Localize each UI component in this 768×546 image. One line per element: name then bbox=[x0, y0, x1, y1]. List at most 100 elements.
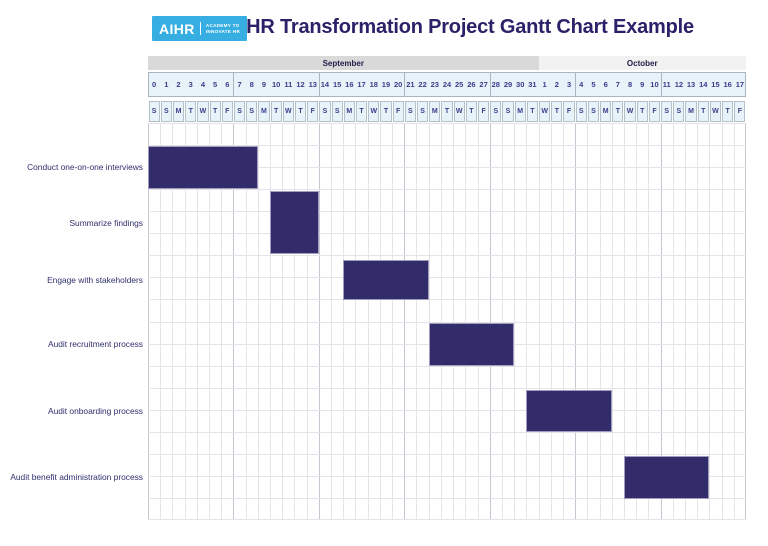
day-number-cell: 5 bbox=[213, 80, 218, 89]
grid-hline bbox=[148, 475, 746, 477]
day-number-cell: 10 bbox=[271, 80, 281, 89]
day-letter-cell: M bbox=[685, 101, 697, 122]
grid-hline bbox=[148, 255, 746, 257]
day-letter-cell: T bbox=[722, 101, 734, 122]
day-number-cell: 17 bbox=[735, 80, 745, 89]
day-letter-cell: S bbox=[416, 101, 429, 122]
day-letter-cell: T bbox=[209, 101, 221, 122]
task-bar bbox=[428, 322, 515, 366]
aihr-logo: AIHR ACADEMY TO INNOVATE HR bbox=[152, 16, 248, 41]
day-number-cell: 21 bbox=[406, 80, 415, 89]
gantt-chart: September October 0 1 2 3 4 5 6 7 8 9 10 11 12 13 14 15 1… bbox=[148, 56, 746, 520]
day-letter-cell: F bbox=[307, 101, 319, 122]
week-separator-line bbox=[318, 73, 320, 96]
day-number-cell: 31 bbox=[528, 80, 537, 89]
task-bar bbox=[526, 390, 612, 432]
day-letter-cell: W bbox=[539, 101, 551, 122]
day-number-cell: 13 bbox=[308, 80, 317, 89]
day-number-cell: 11 bbox=[662, 80, 671, 89]
day-letter-cell: S bbox=[490, 101, 502, 122]
task-bar bbox=[270, 191, 319, 254]
day-letter-cell: S bbox=[575, 101, 587, 122]
day-number-cell: 3 bbox=[566, 80, 572, 89]
grid-hline bbox=[148, 387, 746, 389]
task-bar bbox=[343, 259, 429, 300]
day-letter-cell: M bbox=[600, 101, 612, 122]
grid-hline bbox=[148, 497, 746, 499]
task-bar bbox=[148, 145, 258, 189]
logo-tagline-line1: ACADEMY TO bbox=[205, 22, 240, 28]
grid-hline bbox=[148, 453, 746, 455]
day-number-cell: 16 bbox=[723, 80, 732, 89]
day-letter-cell: W bbox=[282, 101, 294, 122]
day-number-cell: 25 bbox=[455, 80, 464, 89]
day-letter-cell: T bbox=[551, 101, 563, 122]
day-letter-cell: S bbox=[148, 101, 160, 122]
page-title: HR Transformation Project Gantt Chart Ex… bbox=[246, 16, 694, 38]
task-bar bbox=[623, 455, 710, 499]
day-number-cell: 8 bbox=[627, 80, 633, 89]
day-letter-cell: M bbox=[258, 101, 270, 122]
task-label: Engage with stakeholders bbox=[47, 274, 143, 285]
day-letter-cell: S bbox=[319, 101, 331, 122]
grid-hline bbox=[148, 409, 746, 411]
day-letter-cell: S bbox=[160, 101, 172, 122]
grid-hline bbox=[148, 211, 746, 213]
day-letter-cell: S bbox=[233, 101, 246, 122]
day-number-cell: 3 bbox=[188, 80, 193, 89]
day-letter-cell: T bbox=[185, 101, 197, 122]
week-separator-line bbox=[575, 73, 577, 96]
day-number-cell: 14 bbox=[699, 80, 708, 89]
logo-divider bbox=[199, 22, 201, 35]
day-number-cell: 6 bbox=[225, 80, 230, 89]
week-separator-line bbox=[404, 73, 406, 96]
day-letter-cell: F bbox=[221, 101, 233, 122]
day-number-cell: 4 bbox=[200, 80, 205, 89]
day-letter-cell: W bbox=[197, 101, 209, 122]
week-separator-line bbox=[233, 73, 235, 96]
day-number-cell: 1 bbox=[542, 80, 547, 89]
day-letter-cell: T bbox=[294, 101, 307, 122]
day-letter-cell: S bbox=[587, 101, 600, 122]
day-number-cell: 20 bbox=[394, 80, 403, 89]
day-letter-cell: W bbox=[624, 101, 636, 122]
task-label: Conduct one-on-one interviews bbox=[27, 162, 143, 173]
day-letter-cell: T bbox=[526, 101, 539, 122]
day-number-cell: 22 bbox=[418, 80, 427, 89]
grid-hline bbox=[148, 431, 746, 433]
day-number-row: 0 1 2 3 4 5 6 7 8 9 10 11 12 13 14 15 16 17 18 19 20 21 22 23 24… bbox=[148, 72, 746, 97]
grid-hline bbox=[148, 167, 746, 169]
day-number-cell: 7 bbox=[615, 80, 620, 89]
day-number-cell: 12 bbox=[674, 80, 684, 89]
day-number-cell: 6 bbox=[603, 80, 608, 89]
day-letter-cell: W bbox=[368, 101, 380, 122]
day-number-cell: 27 bbox=[479, 80, 488, 89]
task-label: Audit recruitment process bbox=[48, 339, 143, 350]
day-letter-cell: S bbox=[673, 101, 685, 122]
day-letter-cell: F bbox=[478, 101, 490, 122]
day-number-cell: 30 bbox=[516, 80, 525, 89]
grid-hline bbox=[148, 365, 746, 367]
day-number-cell: 14 bbox=[320, 80, 330, 89]
day-letter-cell: T bbox=[380, 101, 392, 122]
day-letter-cell: M bbox=[343, 101, 355, 122]
day-letter-cell: F bbox=[563, 101, 575, 122]
day-letter-cell: T bbox=[465, 101, 477, 122]
day-letter-cell: S bbox=[502, 101, 514, 122]
day-number-cell: 15 bbox=[332, 80, 342, 89]
day-number-cell: 8 bbox=[249, 80, 254, 89]
day-letter-cell: F bbox=[392, 101, 404, 122]
grid-hline bbox=[148, 189, 746, 191]
week-separator-line bbox=[660, 73, 662, 96]
grid-hline bbox=[148, 277, 746, 279]
day-letter-cell: W bbox=[453, 101, 465, 122]
week-separator-line bbox=[489, 73, 491, 96]
day-number-cell: 24 bbox=[442, 80, 452, 89]
month-header-october: October bbox=[538, 56, 746, 70]
task-label: Audit benefit administration process bbox=[10, 472, 143, 483]
gantt-grid bbox=[148, 123, 746, 520]
grid-hline bbox=[148, 145, 746, 147]
day-letter-cell: T bbox=[270, 101, 282, 122]
day-letter-cell: S bbox=[246, 101, 258, 122]
